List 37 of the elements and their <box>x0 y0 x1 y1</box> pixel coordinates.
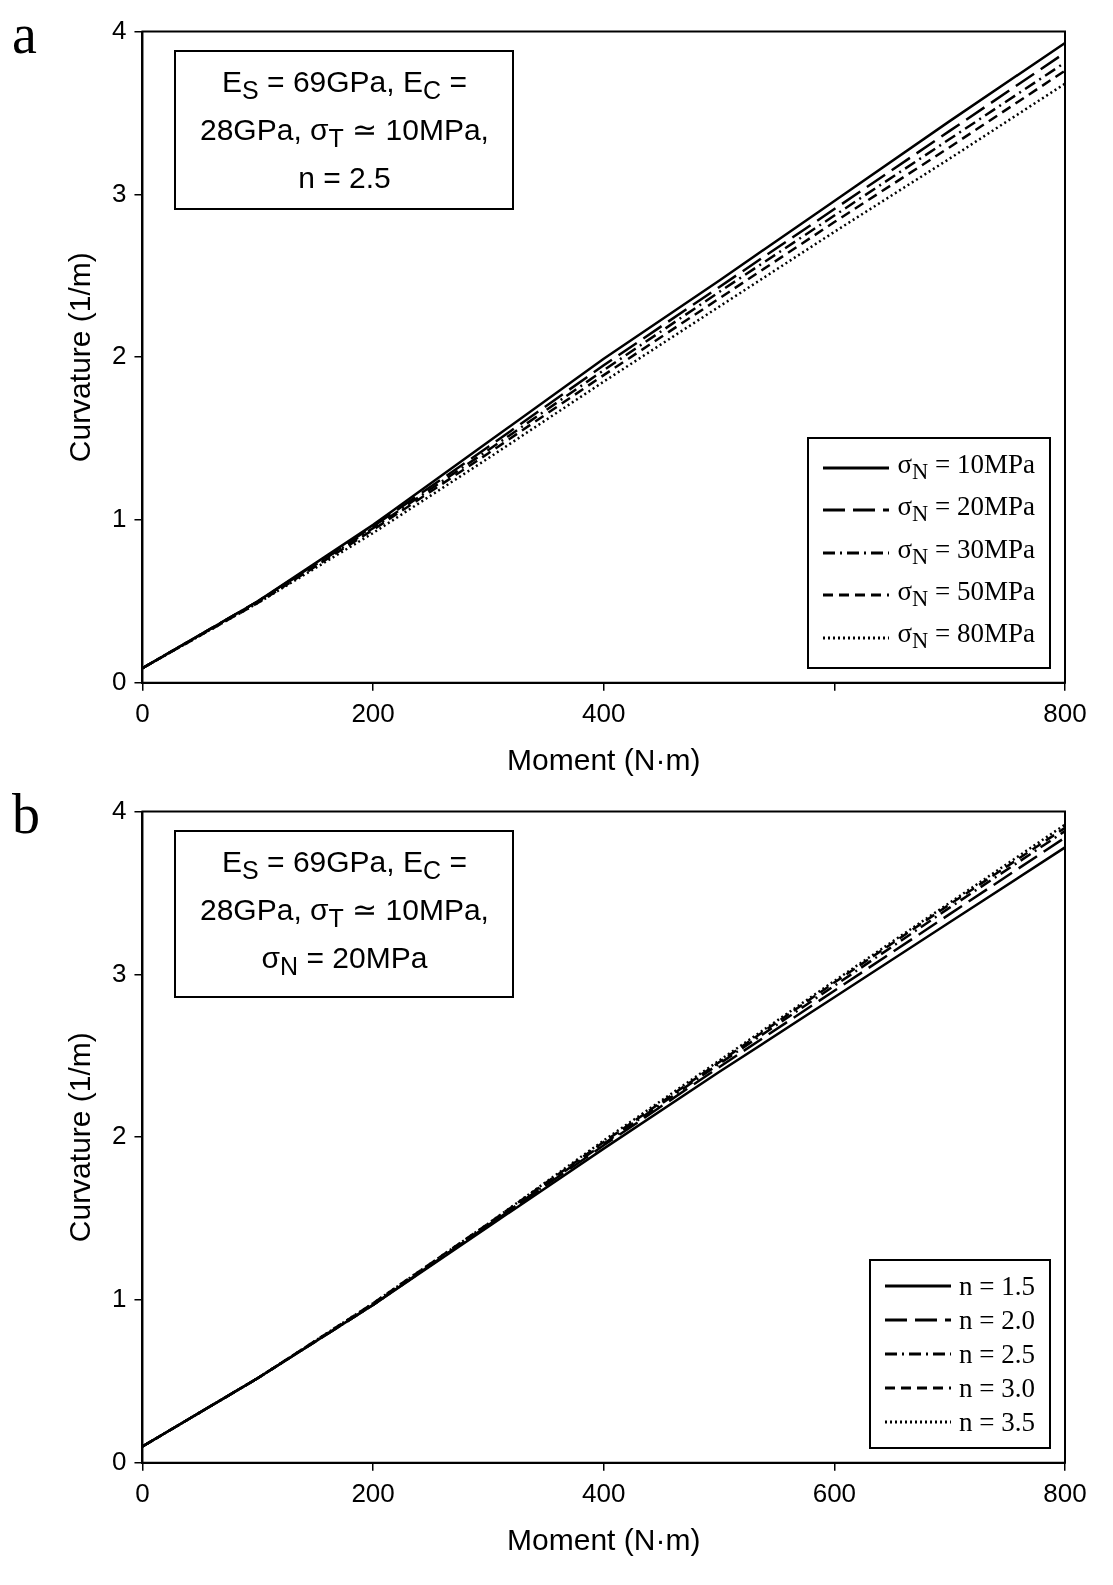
y-tick-label: 2 <box>111 340 127 371</box>
chart-title: b <box>12 782 40 846</box>
x-tick-label: 800 <box>1043 697 1087 728</box>
legend-label: n = 3.0 <box>959 1371 1035 1405</box>
y-tick-label: 3 <box>111 957 127 988</box>
y-axis-title: Curvature (1/m) <box>63 252 97 463</box>
legend-label: n = 2.0 <box>959 1303 1035 1337</box>
x-axis-title: Moment (N·m) <box>507 1523 701 1557</box>
chart-title: a <box>12 2 37 66</box>
x-tick-label: 0 <box>135 1477 150 1508</box>
legend-label: n = 1.5 <box>959 1269 1035 1303</box>
x-axis-title: Moment (N·m) <box>507 743 701 777</box>
y-tick-label: 2 <box>111 1120 127 1151</box>
x-tick-label: 800 <box>1043 1477 1087 1508</box>
y-tick-label: 1 <box>111 1283 127 1314</box>
legend-label: σ$_{N}$ = 80MPa <box>897 617 1035 656</box>
text: E$_{S}$ = 69GPa, E$_{C}$ = 28GPa, σ$_{T}$ ≃ 10MPa, σ$_{N}$ = 20MPa <box>199 844 489 980</box>
x-tick-label: 200 <box>351 697 395 728</box>
x-tick-label: 400 <box>582 697 626 728</box>
legend-label: σ$_{N}$ = 20MPa <box>897 490 1035 529</box>
x-tick-label: 600 <box>812 1477 857 1508</box>
x-tick-label: 0 <box>135 697 150 728</box>
legend-label: σ$_{N}$ = 30MPa <box>897 532 1035 572</box>
y-axis-title: Curvature (1/m) <box>63 1032 97 1243</box>
y-tick-label: 4 <box>111 14 127 45</box>
legend-label: n = 2.5 <box>959 1337 1035 1371</box>
y-tick-label: 4 <box>111 794 127 825</box>
legend-label: σ$_{N}$ = 10MPa <box>897 447 1035 487</box>
legend-label: σ$_{N}$ = 50MPa <box>897 575 1035 614</box>
y-tick-label: 0 <box>111 1445 127 1476</box>
y-tick-label: 3 <box>111 177 127 208</box>
x-tick-label: 400 <box>582 1477 626 1508</box>
legend-label: n = 3.5 <box>959 1405 1035 1439</box>
y-tick-label: 1 <box>111 503 127 534</box>
x-tick-label: 200 <box>351 1477 395 1508</box>
text: E$_{S}$ = 69GPa, E$_{C}$ = 28GPa, σ$_{T}$ ≃ 10MPa, n = 2.5 <box>199 64 489 194</box>
y-tick-label: 0 <box>111 665 127 696</box>
